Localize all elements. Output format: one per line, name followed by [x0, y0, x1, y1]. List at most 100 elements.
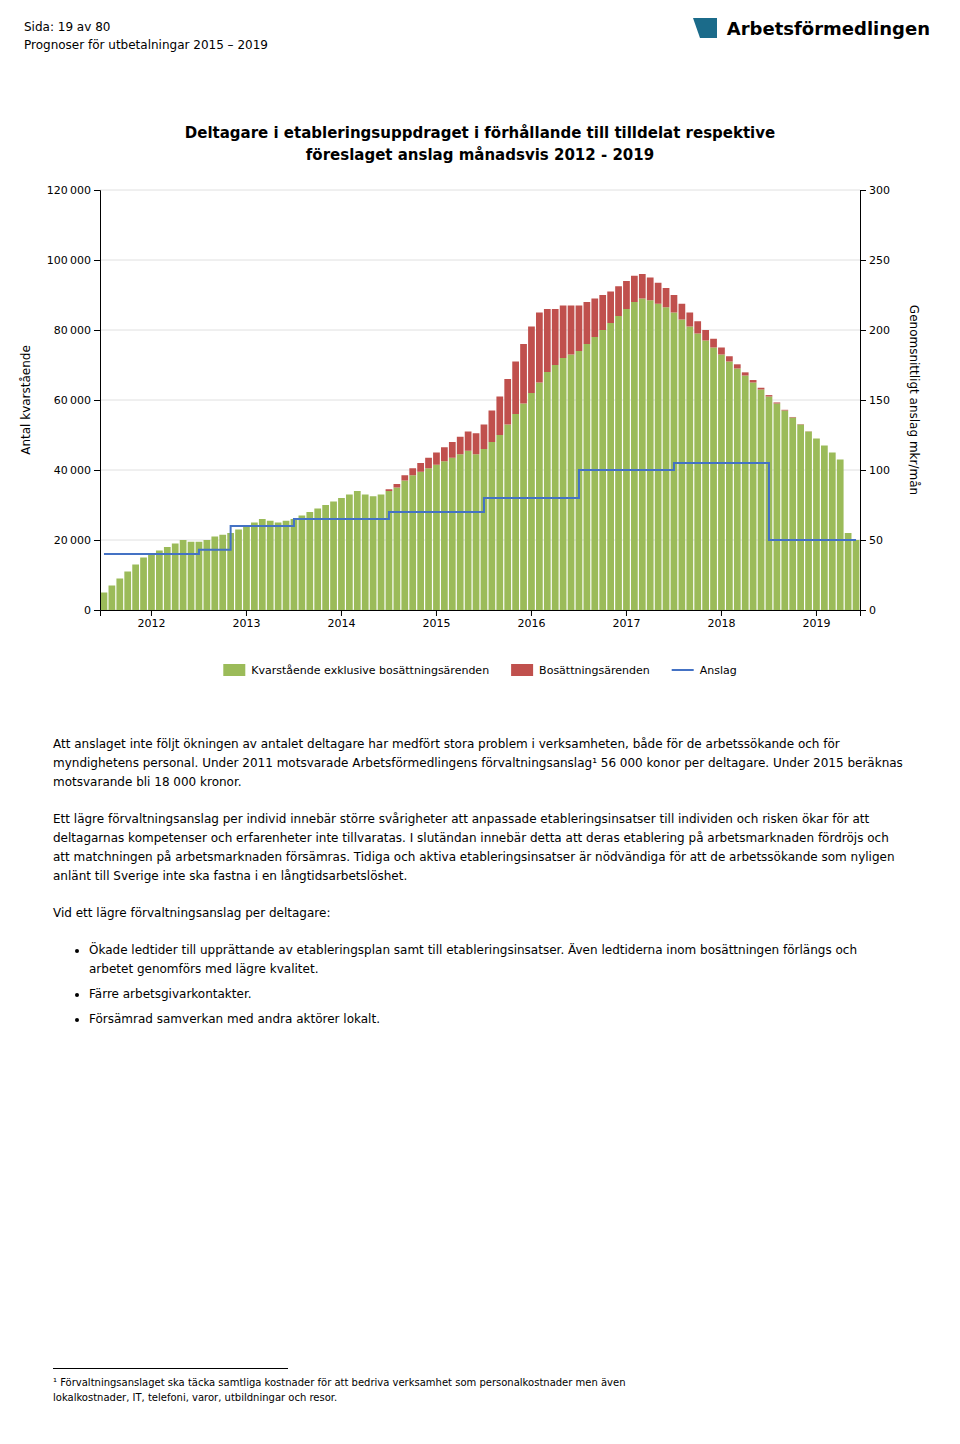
y2-tick-label: 100 [869, 464, 890, 477]
logo-shape [693, 18, 717, 38]
bar [267, 521, 274, 610]
x-tick-label: 2017 [612, 617, 640, 630]
y2-axis: 0 50 100 150 200 250 300 [860, 184, 890, 617]
y-tick-mark [94, 540, 100, 541]
bar [489, 411, 496, 443]
bar [702, 341, 709, 611]
y-tick-mark [94, 610, 100, 611]
bar [829, 453, 836, 611]
y2-tick: 150 [860, 394, 890, 407]
bullet: Ökade ledtider till upprättande av etabl… [89, 941, 903, 979]
x-tick-label: 2016 [517, 617, 545, 630]
bar [124, 571, 131, 572]
bar [124, 572, 131, 611]
bar [694, 334, 701, 611]
bar [686, 313, 693, 327]
bar [481, 425, 488, 450]
bar [378, 494, 385, 495]
y2-tick-mark [860, 470, 866, 471]
bar [821, 445, 828, 446]
y2-tick-label: 200 [869, 324, 890, 337]
bar-series [386, 274, 812, 491]
x-tick-label: 2019 [802, 617, 830, 630]
y-tick-label: 20 000 [54, 534, 91, 547]
bar [322, 505, 329, 506]
y-tick-mark [94, 260, 100, 261]
y2-tick: 100 [860, 464, 890, 477]
bar [180, 540, 187, 610]
legend-item: Anslag [672, 664, 737, 677]
bar [211, 536, 218, 537]
bar [734, 369, 741, 611]
y2-tick: 200 [860, 324, 890, 337]
bar [219, 534, 226, 535]
bar [338, 498, 345, 610]
bar [584, 344, 591, 610]
bar [813, 438, 820, 439]
bar [560, 358, 567, 610]
subtitle: föreslaget anslag månadsvis 2012 - 2019 [306, 146, 654, 164]
legend-swatch [223, 664, 245, 676]
bar [401, 475, 408, 480]
bar [710, 339, 717, 348]
bar [409, 475, 416, 610]
y2-tick: 50 [860, 534, 883, 547]
bar [805, 431, 812, 432]
x-tick: 2015 [422, 610, 450, 630]
bar [354, 491, 361, 492]
bar [433, 465, 440, 610]
bar [512, 362, 519, 415]
logo-text: Arbetsförmedlingen [727, 18, 930, 39]
bar [156, 550, 163, 551]
x-tick-mark [626, 610, 627, 616]
y2-tick-label: 0 [869, 604, 876, 617]
bar [306, 512, 313, 513]
bar [180, 540, 187, 541]
bar [504, 379, 511, 425]
bar [101, 592, 108, 593]
bar [330, 502, 337, 611]
bar [283, 520, 290, 521]
bar [140, 558, 147, 611]
x-tick-label: 2012 [137, 617, 165, 630]
y2-tick: 250 [860, 254, 890, 267]
bar [742, 376, 749, 611]
y2-tick: 300 [860, 184, 890, 197]
bar [433, 453, 440, 465]
y-tick: 40 000 [54, 464, 100, 477]
bar [132, 564, 139, 565]
bar [441, 447, 448, 461]
title: Deltagare i etableringsuppdraget i förhå… [185, 124, 775, 142]
x-tick-label: 2018 [707, 617, 735, 630]
y2-tick-mark [860, 540, 866, 541]
bar [647, 278, 654, 301]
bar [235, 529, 242, 530]
bar [259, 519, 266, 520]
y2-axis-title: Genomsnittligt anslag mkr/mån [907, 305, 921, 495]
bar [568, 355, 575, 611]
bullet: Färre arbetsgivarkontakter. [89, 985, 903, 1004]
bar [196, 541, 203, 542]
y2-tick-mark [860, 330, 866, 331]
bar [188, 541, 195, 542]
bar [718, 355, 725, 611]
bar [544, 309, 551, 372]
x-tick-mark [436, 610, 437, 616]
legend-item: Bosättningsärenden [511, 664, 650, 677]
footnote: ¹ Förvaltningsanslaget ska täcka samtlig… [53, 1368, 913, 1405]
bar [781, 409, 788, 411]
paragraph: Vid ett lägre förvaltningsanslag per del… [53, 904, 903, 923]
y-tick-mark [94, 400, 100, 401]
bar [789, 418, 796, 611]
y-tick-label: 120 000 [47, 184, 91, 197]
bar [758, 388, 765, 390]
paragraph: Ett lägre förvaltningsanslag per individ… [53, 810, 903, 886]
bar [607, 292, 614, 324]
bar [496, 397, 503, 436]
y-tick: 60 000 [54, 394, 100, 407]
bar [386, 489, 393, 491]
bar [362, 494, 369, 495]
bar-series [101, 299, 860, 611]
line [104, 463, 856, 554]
bar [520, 404, 527, 611]
